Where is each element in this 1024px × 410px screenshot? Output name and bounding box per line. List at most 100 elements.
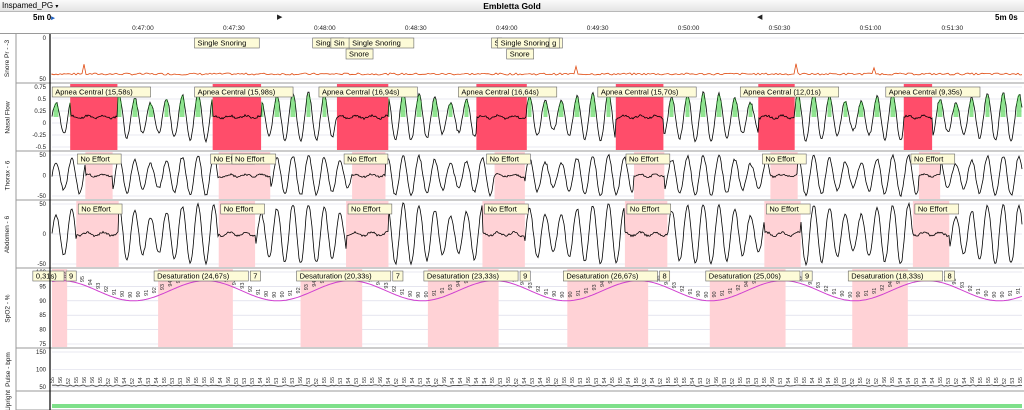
spo2-value-label: 91 (728, 288, 734, 294)
snore-event-label: Single (316, 39, 337, 48)
desaturation-label-box (563, 270, 658, 282)
scale-label: -50 (37, 194, 46, 200)
pulse-value-label: 55 (490, 377, 496, 383)
spo2-value-label: 90 (120, 291, 126, 297)
scale-label: 0 (43, 174, 47, 180)
pulse-value-label: 55 (282, 377, 288, 383)
pulse-value-label: 53 (914, 378, 920, 384)
spo2-value-label: 91 (576, 290, 582, 296)
pulse-value-label: 52 (314, 378, 320, 384)
pulse-value-label: 53 (722, 378, 728, 384)
pulse-value-label: 54 (906, 378, 912, 384)
spo2-value-label: 91 (864, 290, 870, 296)
apnea-event-label-box (597, 86, 697, 98)
snore-event-label: Sin (334, 39, 345, 48)
scale-label: 85 (39, 313, 46, 319)
desaturation-label: Desaturation (18,33s) (851, 272, 924, 281)
pulse-value-label: 56 (970, 377, 976, 383)
time-tick-label: 0:50:00 (677, 25, 700, 32)
desaturation-label-box (296, 270, 392, 282)
pulse-value-label: 56 (226, 377, 232, 383)
desaturation-label-box (32, 270, 65, 282)
pulse-value-label: 55 (682, 377, 688, 383)
time-ruler[interactable]: 5m 0▸ ▶ ◀ 5m 0s 0:47:00 0:47:30 0:48:00 0:4… (0, 12, 1024, 34)
nav-right-marker-icon[interactable]: ◀ (757, 14, 763, 21)
pulse-value-label: 53 (178, 378, 184, 384)
pulse-value-label: 55 (202, 377, 208, 383)
spo2-value-label: 90 (712, 291, 718, 297)
snore-event-label-box (345, 48, 374, 60)
spo2-value-label: 94 (88, 279, 94, 285)
apnea-event-label: Apnea Central (9,35s) (889, 88, 963, 97)
pulse-value-label: 56 (378, 377, 384, 383)
snore-event-label-box (548, 37, 560, 49)
pulse-value-label: 54 (122, 378, 128, 384)
scale-label: 95 (39, 284, 46, 290)
apnea-event-label: Apnea Central (15,70s) (601, 88, 679, 97)
pulse-value-label: 53 (418, 378, 424, 384)
spo2-value-label: 90 (424, 291, 430, 297)
pulse-value-label: 54 (346, 378, 352, 384)
pulse-value-label: 56 (58, 377, 64, 383)
pulse-value-label: 54 (922, 377, 928, 383)
no-effort-label: No Effort (214, 155, 244, 164)
spo2-value-label: 92 (680, 286, 686, 292)
spo2-value-label: 91 (144, 290, 150, 296)
spo2-value-label: 91 (544, 289, 550, 295)
scale-label: 0.75 (34, 85, 46, 91)
spo2-value-label: 91 (112, 289, 118, 295)
spo2-value-label: 93 (384, 282, 390, 288)
waveform-trace (51, 90, 1023, 144)
window-length-left[interactable]: 5m 0▸ (33, 13, 55, 22)
desaturation-badge-box (944, 270, 955, 282)
no-effort-label-box (766, 203, 811, 215)
desaturation-badge-box (659, 270, 671, 282)
pulse-value-label: 55 (834, 377, 840, 383)
pulse-value-label: 54 (898, 378, 904, 384)
pulse-value-label: 55 (74, 377, 80, 383)
snore-event-label-box (497, 37, 563, 49)
pulse-value-label: 56 (770, 377, 776, 383)
pulse-value-label: 54 (410, 377, 416, 383)
pulse-value-label: 56 (114, 377, 120, 383)
spo2-value-label: 91 (832, 288, 838, 294)
desaturation-label-box (705, 270, 801, 282)
pulse-value-label: 55 (890, 377, 896, 383)
pulse-value-label: 52 (874, 378, 880, 384)
spo2-value-label: 90 (128, 292, 134, 298)
montage-selector[interactable]: Inspamed_PG ▾ (2, 0, 58, 13)
pulse-value-label: 52 (106, 378, 112, 384)
nav-left-marker-icon[interactable]: ▶ (277, 14, 283, 21)
time-tick-label: 0:48:30 (404, 25, 427, 32)
spo2-value-label: 93 (672, 282, 678, 288)
no-effort-label: No Effort (765, 155, 795, 164)
pulse-value-label: 56 (882, 377, 888, 383)
pulse-value-label: 55 (978, 377, 984, 383)
pulse-value-label: 54 (258, 377, 264, 383)
no-effort-label: No Effort (80, 155, 110, 164)
snore-event-label-box (506, 48, 534, 60)
spo2-value-label: 90 (568, 291, 574, 297)
apnea-event-label: Apnea Central (15,58s) (55, 88, 133, 97)
spo2-value-label: 90 (272, 292, 278, 298)
scale-label: 80 (39, 328, 46, 334)
pulse-value-label: 52 (130, 378, 136, 384)
pulse-value-label: 53 (242, 378, 248, 384)
pulse-value-label: 56 (714, 377, 720, 383)
signal-plot-area[interactable]: 0 50 0.75 0.5 0.25 0 -0.25 -0.5 50 0 -50 50 0 -50 100 9… (0, 34, 1024, 410)
spo2-value-label: 92 (392, 286, 398, 292)
no-effort-label-box (347, 203, 393, 215)
spo2-value-label: 94 (744, 281, 750, 287)
pulse-value-label: 54 (138, 377, 144, 383)
apnea-event-label: Apnea Central (16,94s) (322, 88, 400, 97)
desaturation-label: Desaturation (26,67s) (566, 272, 639, 281)
window-length-right[interactable]: 5m 0s (995, 13, 1018, 22)
scale-label: 50 (39, 77, 46, 83)
pulse-value-label: 55 (674, 377, 680, 383)
spo2-value-label: 93 (96, 283, 102, 289)
scale-label: -0.5 (36, 145, 47, 151)
pulse-value-label: 55 (586, 377, 592, 383)
desaturation-label: Desaturation (23,33s) (427, 272, 500, 281)
scale-label: 0.25 (34, 109, 46, 115)
spo2-value-label: 90 (984, 290, 990, 296)
